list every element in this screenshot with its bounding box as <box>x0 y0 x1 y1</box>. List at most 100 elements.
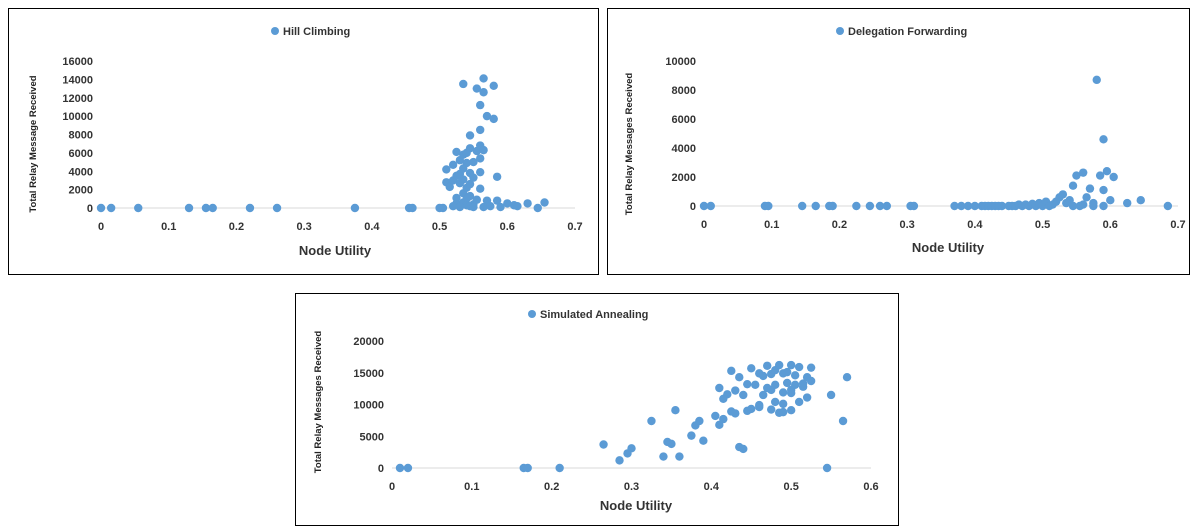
data-point <box>469 173 478 182</box>
legend-label: Delegation Forwarding <box>848 26 967 38</box>
data-point <box>806 376 816 386</box>
data-point <box>794 362 804 372</box>
data-point <box>997 201 1007 211</box>
x-tick-label: 0.2 <box>544 481 559 493</box>
x-tick-label: 0.7 <box>1170 219 1185 231</box>
data-point <box>778 388 788 397</box>
y-axis-label: Total Relay Messages Received <box>624 73 635 216</box>
chart-panel-simulated-annealing: Simulated Annealing Node Utility Total R… <box>295 293 899 526</box>
data-point <box>747 404 756 414</box>
data-point <box>739 390 748 400</box>
x-axis-label: Node Utility <box>299 243 372 258</box>
y-tick-label: 2000 <box>672 172 696 184</box>
legend-marker <box>528 310 536 318</box>
data-point <box>782 367 792 377</box>
data-point <box>671 406 680 415</box>
x-tick-label: 0.6 <box>500 221 515 233</box>
data-point <box>970 201 980 211</box>
data-point <box>245 203 255 213</box>
data-point <box>764 201 773 211</box>
data-point <box>455 202 465 212</box>
data-point <box>794 397 804 407</box>
simulated-annealing-scatter-chart: Simulated Annealing Node Utility Total R… <box>313 309 879 513</box>
data-point <box>790 371 800 380</box>
data-point <box>465 179 475 189</box>
data-point <box>826 390 836 400</box>
data-point <box>513 201 522 211</box>
data-point <box>486 201 495 211</box>
data-point <box>731 386 740 395</box>
data-point <box>540 198 549 207</box>
x-tick-label: 0.3 <box>296 221 311 233</box>
hill-climbing-scatter-chart: Hill Climbing Node Utility Total Relay M… <box>28 26 583 258</box>
data-point <box>479 74 488 83</box>
data-point <box>479 145 488 155</box>
data-point <box>723 390 732 399</box>
data-point <box>1102 167 1112 176</box>
data-point <box>699 436 708 445</box>
data-point <box>482 111 492 121</box>
data-point <box>523 463 532 473</box>
data-point <box>1079 168 1088 177</box>
data-point <box>1163 201 1173 211</box>
data-point <box>201 203 211 213</box>
data-point <box>452 193 461 203</box>
data-point <box>771 380 780 390</box>
data-point <box>778 399 788 409</box>
data-point <box>184 203 194 213</box>
data-point <box>875 201 885 211</box>
data-point <box>667 439 676 449</box>
data-point <box>134 203 143 213</box>
data-point <box>838 416 848 426</box>
x-axis-label: Node Utility <box>600 498 673 513</box>
data-point <box>711 411 720 421</box>
data-point <box>852 201 861 211</box>
x-tick-label: 0.4 <box>704 481 720 493</box>
data-point <box>786 360 796 370</box>
data-point <box>1106 196 1115 205</box>
data-point <box>774 360 784 370</box>
data-point <box>408 203 417 213</box>
x-tick-label: 0 <box>389 481 395 493</box>
data-point <box>615 456 624 465</box>
y-tick-label: 10000 <box>353 400 384 412</box>
data-point <box>445 182 454 192</box>
data-point <box>1099 135 1108 144</box>
data-point <box>811 201 820 211</box>
data-point <box>462 158 471 168</box>
data-point <box>489 81 498 91</box>
x-axis-label: Node Utility <box>912 240 985 255</box>
data-point <box>1099 185 1108 195</box>
legend-marker <box>836 27 844 35</box>
data-point <box>448 160 458 170</box>
data-point <box>489 114 498 124</box>
x-tick-label: 0.2 <box>229 221 244 233</box>
y-tick-label: 0 <box>378 463 384 475</box>
data-point <box>759 390 768 400</box>
data-point <box>751 380 760 390</box>
data-point <box>1099 201 1108 211</box>
data-point <box>806 363 816 372</box>
data-point <box>476 100 485 110</box>
data-point <box>465 191 475 201</box>
data-point <box>699 201 709 211</box>
data-point <box>1123 198 1132 208</box>
y-axis-label: Total Relay Message Received <box>28 75 39 212</box>
data-point <box>272 203 282 213</box>
data-point <box>448 201 458 211</box>
data-point <box>778 407 788 417</box>
data-point <box>476 154 485 163</box>
data-point <box>476 184 485 193</box>
data-point <box>403 463 413 473</box>
legend-label: Simulated Annealing <box>540 309 648 321</box>
data-point <box>727 366 736 376</box>
x-tick-label: 0.5 <box>784 481 799 493</box>
x-tick-label: 0.2 <box>832 219 847 231</box>
data-point <box>763 361 772 370</box>
data-point <box>731 409 740 418</box>
data-point <box>747 364 756 373</box>
data-point <box>555 463 564 473</box>
legend-marker <box>271 27 279 35</box>
data-point <box>735 372 744 382</box>
y-tick-label: 2000 <box>69 185 93 197</box>
